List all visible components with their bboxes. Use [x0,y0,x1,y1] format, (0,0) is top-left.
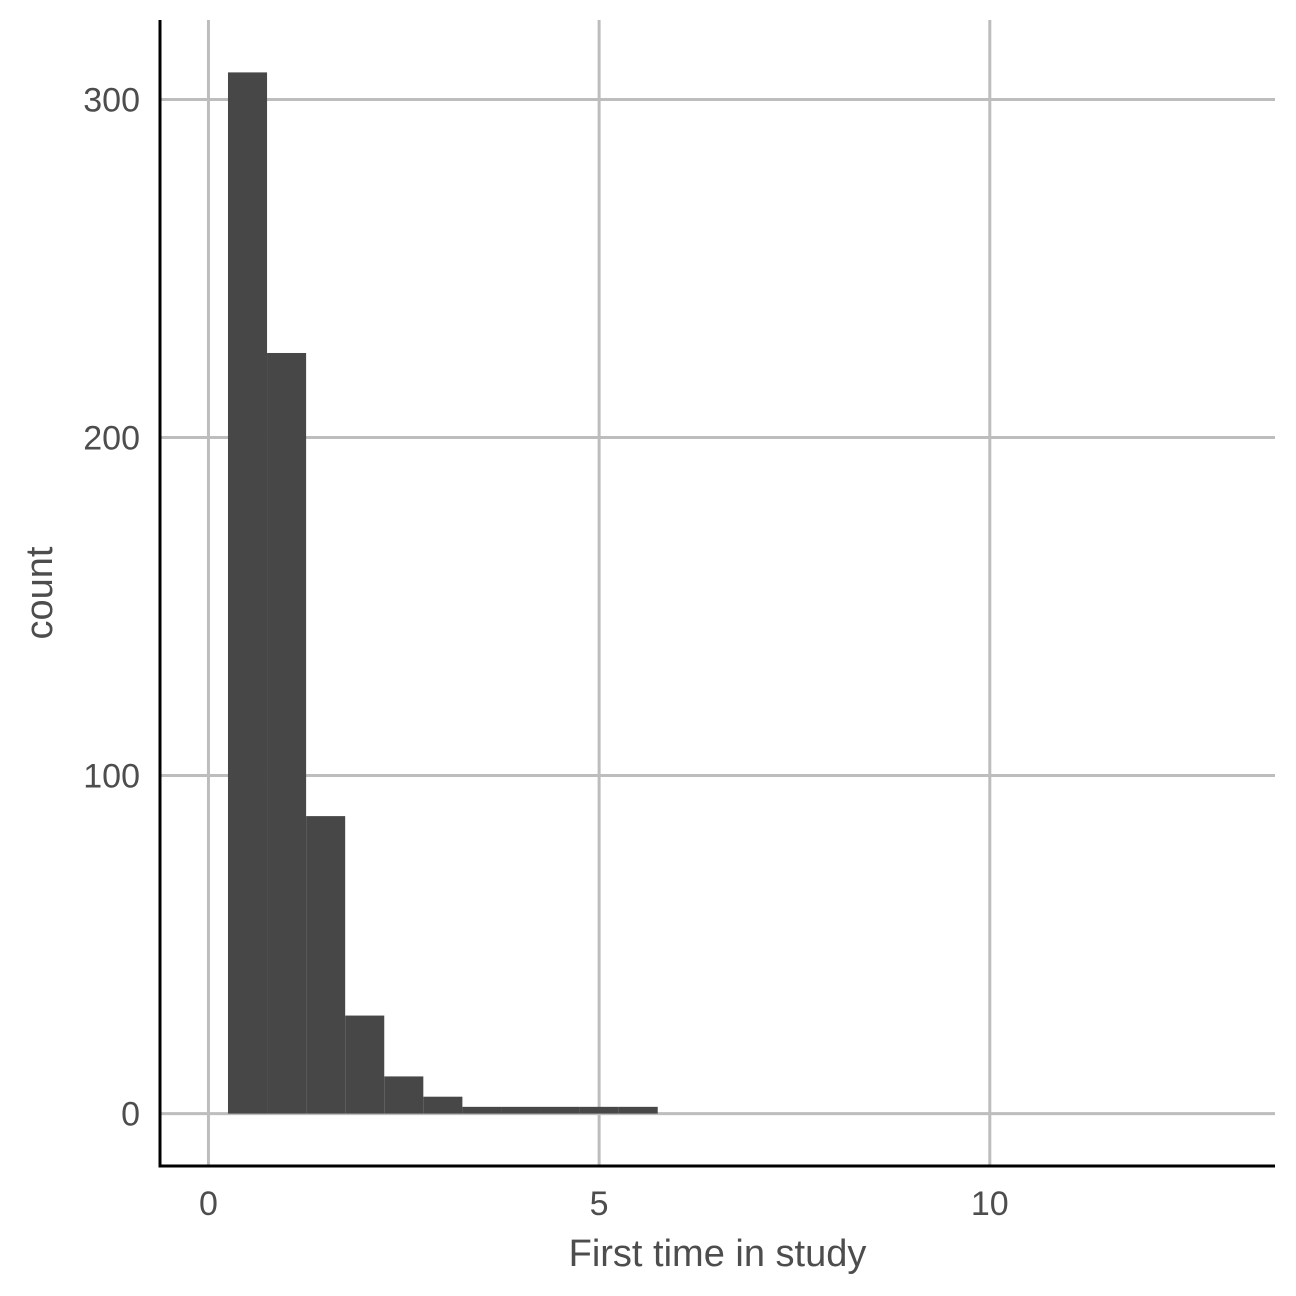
x-tick-label: 10 [971,1185,1009,1223]
histogram-bar [618,1106,658,1114]
y-axis-title: count [19,546,61,639]
histogram-bar [267,352,307,1114]
histogram-bar [540,1106,580,1114]
histogram-bar [306,816,346,1114]
histogram-bar [579,1106,619,1114]
grid-lines [160,20,1275,1166]
y-tick-label: 300 [83,81,140,119]
x-tick-label: 0 [199,1185,218,1223]
histogram-bar [462,1106,502,1114]
tick-labels: 0 100 200 300 0 5 10 [83,81,1008,1223]
y-tick-label: 0 [121,1096,140,1134]
histogram-bars [227,72,658,1114]
axes [158,20,1275,1168]
y-tick-label: 200 [83,419,140,457]
y-tick-label: 100 [83,758,140,796]
x-tick-label: 5 [590,1185,609,1223]
histogram-bar [227,72,268,1114]
histogram-bar [345,1015,385,1114]
histogram-bar [384,1076,424,1114]
histogram-bar [423,1096,463,1114]
x-axis-title: First time in study [569,1233,867,1275]
histogram-bar [501,1106,541,1114]
